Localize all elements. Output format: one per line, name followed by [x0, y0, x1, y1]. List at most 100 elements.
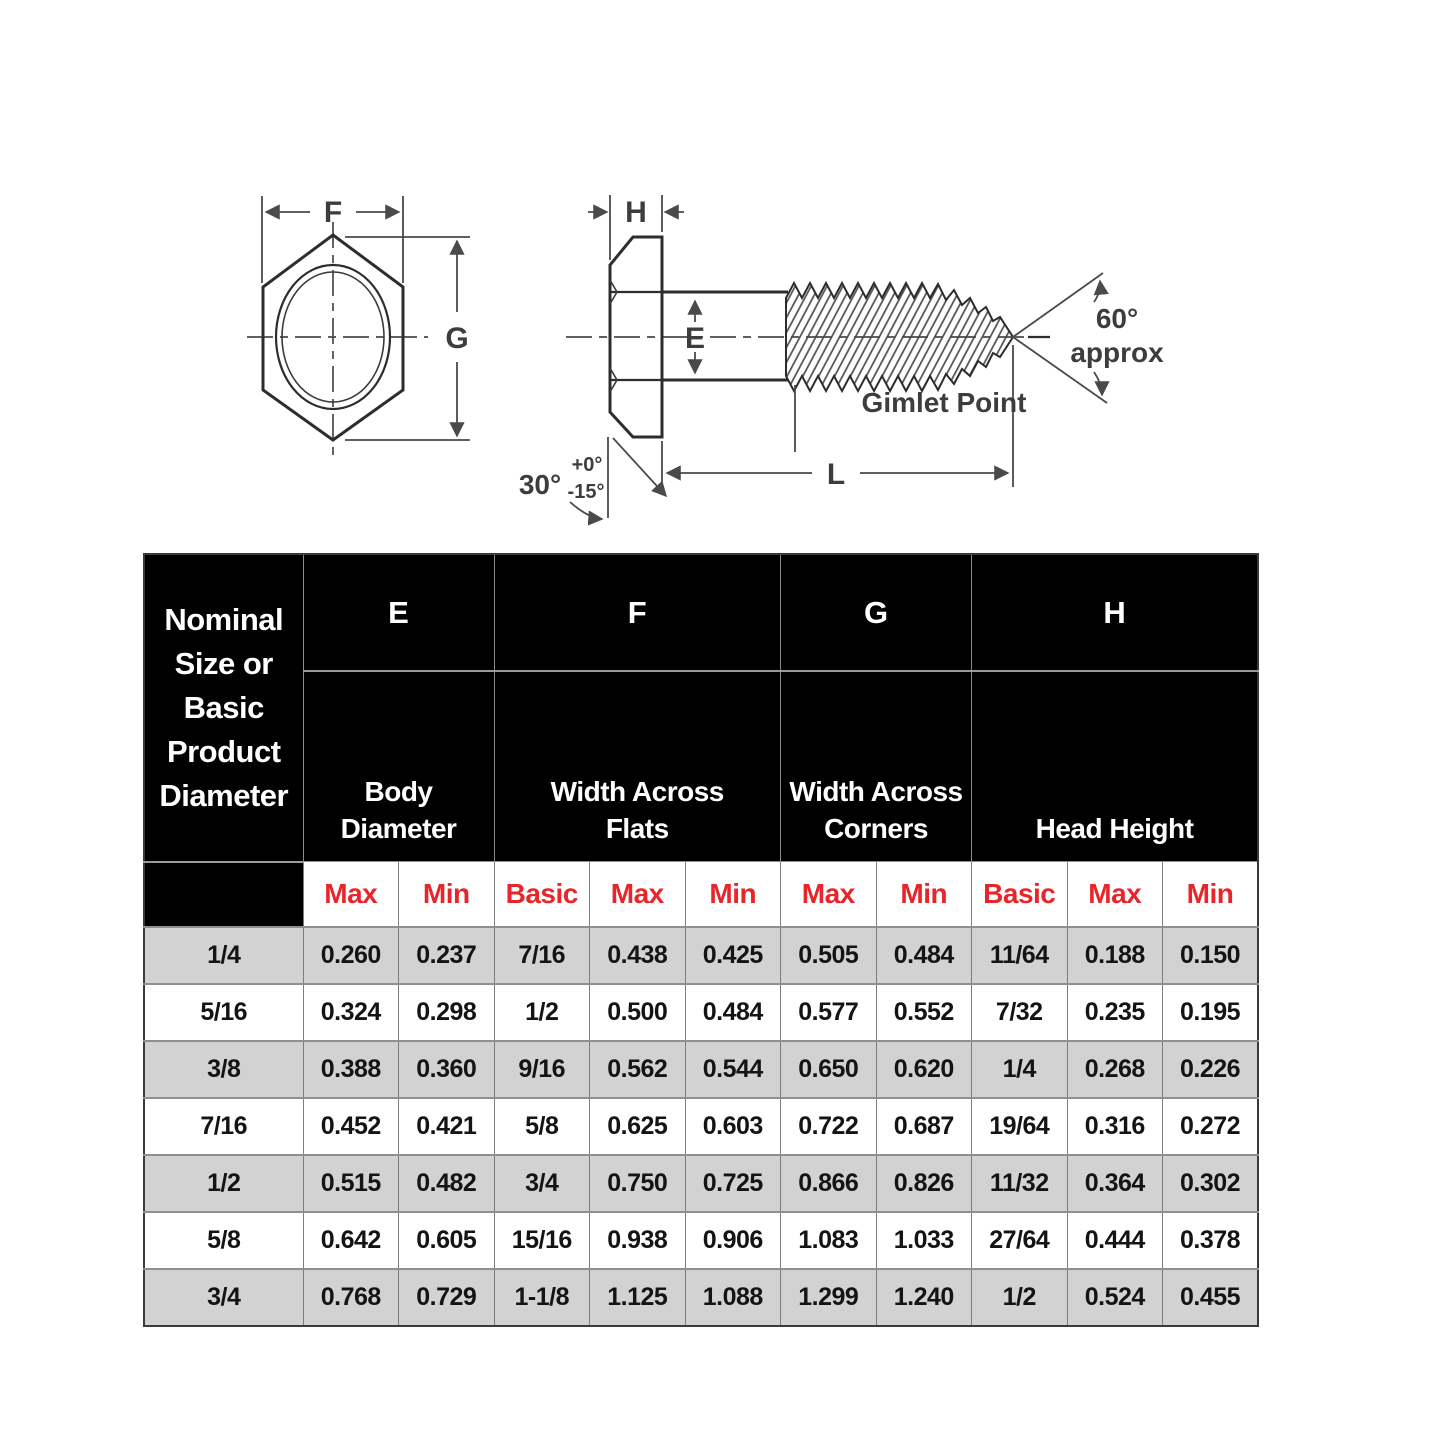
table-row: 1/2 0.515 0.482 3/4 0.750 0.725 0.866 0.… — [143, 1154, 1259, 1212]
subheader-H-min: Min — [1162, 861, 1259, 927]
cell-value: 1.299 — [780, 1268, 877, 1326]
column-group-E-name: Body Diameter — [302, 670, 495, 862]
table-row: 3/8 0.388 0.360 9/16 0.562 0.544 0.650 0… — [143, 1040, 1259, 1098]
cell-value: 0.768 — [302, 1268, 399, 1326]
cell-value: 1/2 — [971, 1268, 1068, 1326]
cell-value: 0.298 — [398, 983, 495, 1041]
point-angle-annotation: 60° approx — [1012, 272, 1164, 404]
table-header-letters-row: Nominal Size or Basic Product Diameter E… — [143, 553, 1259, 863]
cell-value: 1/4 — [971, 1040, 1068, 1098]
cell-value: 27/64 — [971, 1211, 1068, 1269]
column-group-F-name: Width Across Flats — [493, 670, 782, 862]
cell-value: 11/32 — [971, 1154, 1068, 1212]
table-header-names-row: Body Diameter Width Across Flats Width A… — [144, 670, 1259, 862]
cell-value: 1.083 — [780, 1211, 877, 1269]
column-group-E: E — [302, 553, 495, 672]
column-group-H: H — [971, 553, 1259, 672]
cell-value: 0.603 — [684, 1097, 782, 1155]
cell-size: 5/16 — [143, 983, 304, 1041]
lag-screw-technical-drawing: F G — [247, 195, 1164, 526]
cell-value: 0.260 — [302, 926, 399, 984]
cell-value: 0.687 — [875, 1097, 973, 1155]
cell-value: 0.268 — [1066, 1040, 1164, 1098]
dimension-G: G — [345, 236, 470, 441]
cell-value: 5/8 — [493, 1097, 590, 1155]
subheader-E-max: Max — [302, 861, 399, 927]
point-angle-approx-label: approx — [1070, 337, 1164, 368]
cell-value: 0.938 — [589, 1211, 686, 1269]
column-group-H-name: Head Height — [971, 670, 1259, 862]
cell-value: 0.562 — [589, 1040, 686, 1098]
cell-value: 3/4 — [493, 1154, 590, 1212]
column-group-G-name: Width Across Corners — [780, 670, 973, 862]
dimension-F-label: F — [324, 196, 342, 229]
cell-value: 0.725 — [684, 1154, 782, 1212]
cell-value: 0.552 — [875, 983, 973, 1041]
cell-value: 0.650 — [780, 1040, 877, 1098]
cell-value: 0.500 — [589, 983, 686, 1041]
cell-value: 0.484 — [875, 926, 973, 984]
dimension-L-label: L — [827, 458, 845, 491]
dimension-G-label: G — [445, 322, 468, 355]
column-group-G: G — [780, 553, 973, 672]
head-bevel-angle-annotation: 30° +0° -15° — [519, 437, 668, 526]
dimension-F: F — [261, 196, 404, 283]
cell-value: 15/16 — [493, 1211, 590, 1269]
cell-value: 0.625 — [589, 1097, 686, 1155]
hex-head-front-view: F G — [247, 196, 470, 455]
cell-value: 0.750 — [589, 1154, 686, 1212]
cell-value: 0.237 — [398, 926, 495, 984]
cell-size: 3/8 — [143, 1040, 304, 1098]
cell-size: 1/4 — [143, 926, 304, 984]
cell-value: 0.605 — [398, 1211, 495, 1269]
cell-value: 9/16 — [493, 1040, 590, 1098]
subheader-spacer-cell — [143, 860, 304, 927]
cell-value: 1.033 — [875, 1211, 973, 1269]
cell-value: 0.438 — [589, 926, 686, 984]
shank — [662, 290, 788, 382]
cell-value: 0.195 — [1162, 983, 1259, 1041]
cell-value: 0.524 — [1066, 1268, 1164, 1326]
cell-value: 7/32 — [971, 983, 1068, 1041]
cell-value: 0.620 — [875, 1040, 973, 1098]
cell-value: 0.324 — [302, 983, 399, 1041]
cell-value: 0.722 — [780, 1097, 877, 1155]
point-angle-label: 60° — [1096, 303, 1138, 334]
cell-value: 0.906 — [684, 1211, 782, 1269]
dimension-H-label: H — [625, 196, 647, 229]
hexagon-outline — [261, 233, 405, 442]
cell-value: 19/64 — [971, 1097, 1068, 1155]
cell-value: 0.360 — [398, 1040, 495, 1098]
table-row: 1/4 0.260 0.237 7/16 0.438 0.425 0.505 0… — [143, 926, 1259, 984]
cell-value: 0.826 — [875, 1154, 973, 1212]
cell-size: 1/2 — [143, 1154, 304, 1212]
table-subheader-row: Max Min Basic Max Min Max Min Basic Max … — [143, 860, 1259, 927]
dimension-E: E — [685, 299, 705, 375]
cell-value: 1.125 — [589, 1268, 686, 1326]
cell-size: 5/8 — [143, 1211, 304, 1269]
lag-screw-side-view: H E L 30° +0° -15° — [519, 195, 1164, 526]
table-row: 3/4 0.768 0.729 1-1/8 1.125 1.088 1.299 … — [143, 1268, 1259, 1326]
table-row: 5/16 0.324 0.298 1/2 0.500 0.484 0.577 0… — [143, 983, 1259, 1041]
subheader-F-min: Min — [684, 861, 782, 927]
dimension-H: H — [588, 195, 684, 260]
cell-value: 0.272 — [1162, 1097, 1259, 1155]
cell-value: 1.240 — [875, 1268, 973, 1326]
table-row: 5/8 0.642 0.605 15/16 0.938 0.906 1.083 … — [143, 1211, 1259, 1269]
head-chamfer-circle-inner — [281, 271, 385, 403]
cell-value: 0.388 — [302, 1040, 399, 1098]
head-bevel-tolerance-plus: +0° — [572, 454, 603, 476]
cell-value: 0.235 — [1066, 983, 1164, 1041]
cell-value: 0.544 — [684, 1040, 782, 1098]
cell-value: 0.505 — [780, 926, 877, 984]
cell-value: 0.515 — [302, 1154, 399, 1212]
subheader-H-basic: Basic — [971, 861, 1068, 927]
cell-value: 7/16 — [493, 926, 590, 984]
subheader-G-max: Max — [780, 861, 877, 927]
head-bevel-angle-label: 30° — [519, 469, 561, 500]
head-chamfer-circle-outer — [274, 263, 392, 411]
row-header-title: Nominal Size or Basic Product Diameter — [143, 553, 304, 863]
cell-value: 0.482 — [398, 1154, 495, 1212]
cell-value: 1.088 — [684, 1268, 782, 1326]
cell-value: 1-1/8 — [493, 1268, 590, 1326]
